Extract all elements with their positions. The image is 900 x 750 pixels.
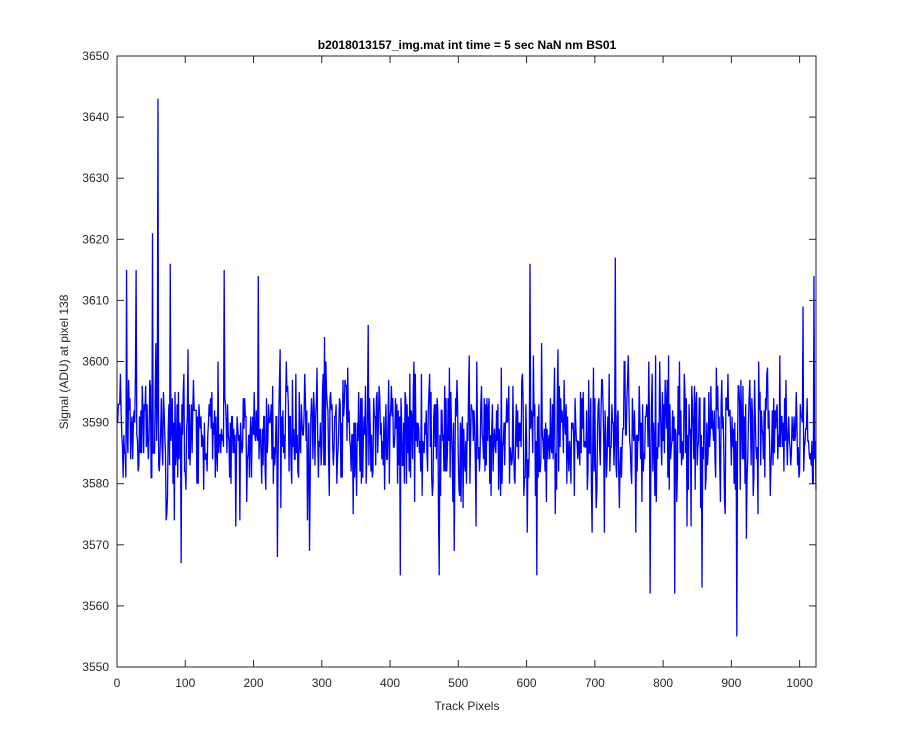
x-tick-label: 0	[114, 676, 121, 690]
chart-title: b2018013157_img.mat int time = 5 sec NaN…	[318, 38, 617, 52]
y-tick-label: 3570	[82, 538, 109, 552]
y-tick-label: 3640	[82, 110, 109, 124]
x-tick-label: 500	[448, 676, 468, 690]
y-tick-label: 3650	[82, 49, 109, 63]
x-tick-label: 400	[380, 676, 400, 690]
y-tick-label: 3560	[82, 599, 109, 613]
series-line-1	[117, 98, 817, 637]
x-tick-label: 700	[585, 676, 605, 690]
y-tick-label: 3630	[82, 171, 109, 185]
y-tick-label: 3610	[82, 293, 109, 307]
y-axis-label: Signal (ADU) at pixel 138	[57, 294, 71, 429]
y-tick-label: 3600	[82, 355, 109, 369]
x-axis-label: Track Pixels	[435, 699, 500, 713]
x-tick-label: 600	[517, 676, 537, 690]
x-tick-label: 200	[244, 676, 264, 690]
x-tick-label: 800	[653, 676, 673, 690]
x-tick-label: 1000	[786, 676, 813, 690]
y-tick-label: 3590	[82, 416, 109, 430]
y-tick-label: 3580	[82, 477, 109, 491]
plot-background	[117, 56, 816, 667]
plot-area: 0 100 200 300 400 500 600 700 800 900 1000 3550 3560…	[82, 49, 817, 690]
y-tick-label: 3620	[82, 232, 109, 246]
x-tick-label: 300	[312, 676, 332, 690]
x-tick-label: 100	[175, 676, 195, 690]
x-tick-label: 900	[721, 676, 741, 690]
y-tick-label: 3550	[82, 660, 109, 674]
